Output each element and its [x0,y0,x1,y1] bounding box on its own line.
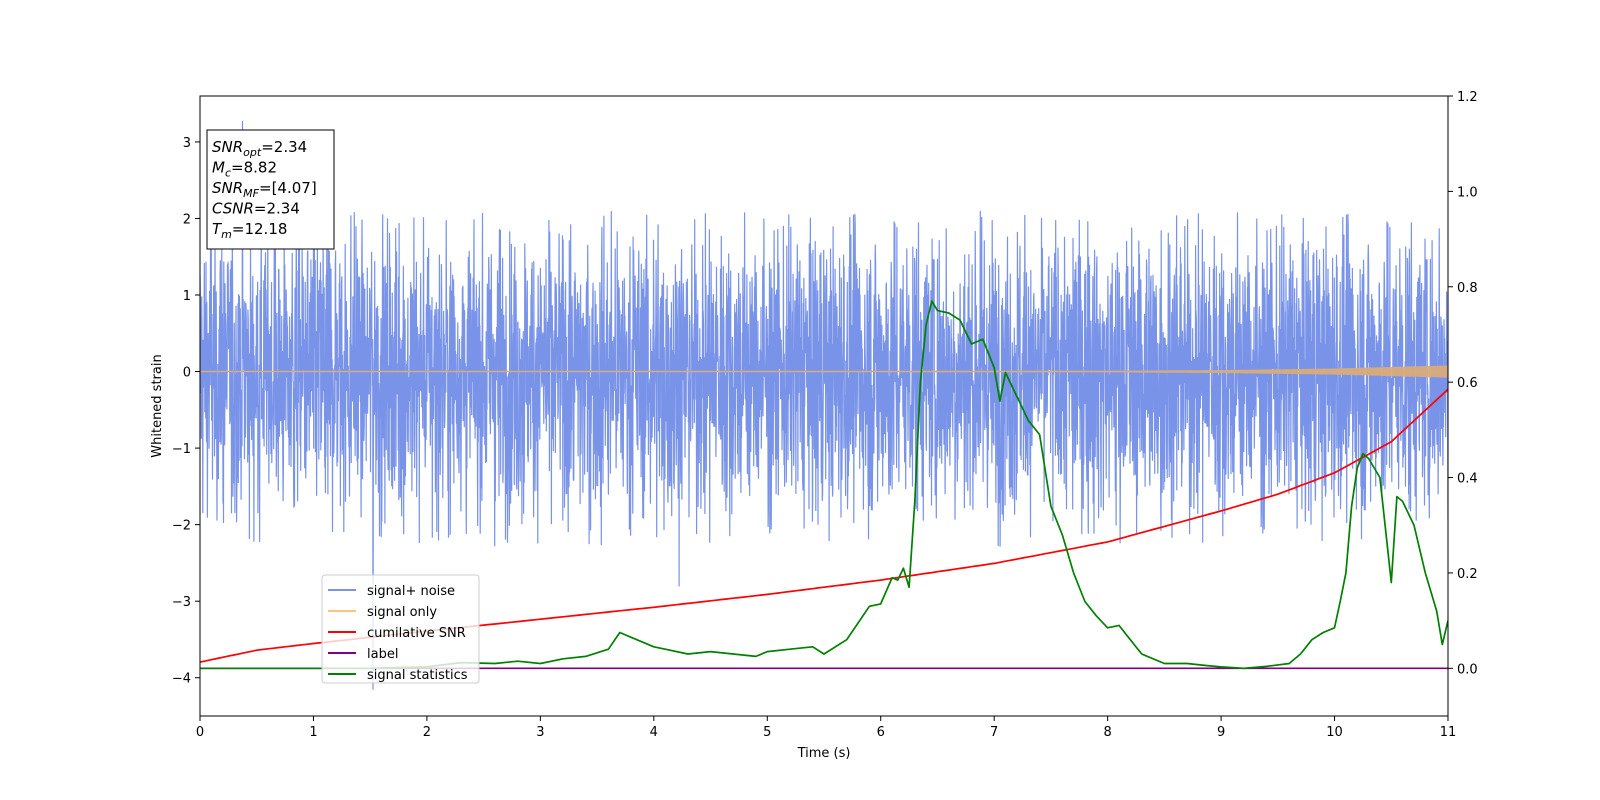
y2-tick-label: 1.2 [1457,90,1478,105]
y-tick-label: 3 [183,136,191,151]
y2-tick-label: 0.2 [1457,567,1478,582]
y2-axis-ticks: 0.0 0.2 0.4 0.6 0.8 1.0 1.2 [1448,90,1478,677]
y-tick-label: 2 [183,212,191,227]
y2-tick-label: 1.0 [1457,185,1478,200]
annotation-line: CSNR=2.34 [212,200,300,218]
y2-tick-label: 0.6 [1457,376,1478,391]
y-axis-label: Whitened strain [150,354,165,457]
legend-label: cumilative SNR [367,626,466,641]
parameter-annotation-box: SNRopt=2.34Mc=8.82SNRMF=[4.07]CSNR=2.34T… [207,130,334,249]
y-tick-label: −4 [172,672,191,687]
x-tick-label: 11 [1440,725,1457,740]
legend-label: label [367,647,398,662]
x-axis-ticks: 0 1 2 3 4 5 6 7 8 9 10 11 [196,716,1456,740]
annotation-line: SNRMF=[4.07] [212,179,317,200]
y2-tick-label: 0.0 [1457,662,1478,677]
x-axis-label: Time (s) [797,746,851,761]
x-tick-label: 0 [196,725,204,740]
x-tick-label: 3 [536,725,544,740]
x-tick-label: 8 [1103,725,1111,740]
y-tick-label: −3 [172,595,191,610]
x-tick-label: 1 [309,725,317,740]
legend: signal+ noise signal only cumilative SNR la… [322,575,479,683]
legend-label: signal+ noise [367,584,455,599]
y-axis-ticks: −4 −3 −2 −1 0 1 2 3 [172,136,200,687]
y-tick-label: 0 [183,366,191,381]
x-tick-label: 9 [1217,725,1225,740]
legend-label: signal only [367,605,437,620]
legend-label: signal statistics [367,668,468,683]
x-tick-label: 6 [877,725,885,740]
y2-tick-label: 0.4 [1457,472,1478,487]
annotation-line: Mc=8.82 [212,159,277,180]
x-tick-label: 10 [1326,725,1343,740]
x-tick-label: 5 [763,725,771,740]
y-tick-label: −2 [172,519,191,534]
y2-tick-label: 0.8 [1457,281,1478,296]
y-tick-label: 1 [183,289,191,304]
y-tick-label: −1 [172,442,191,457]
x-tick-label: 4 [650,725,658,740]
x-tick-label: 7 [990,725,998,740]
x-tick-label: 2 [423,725,431,740]
